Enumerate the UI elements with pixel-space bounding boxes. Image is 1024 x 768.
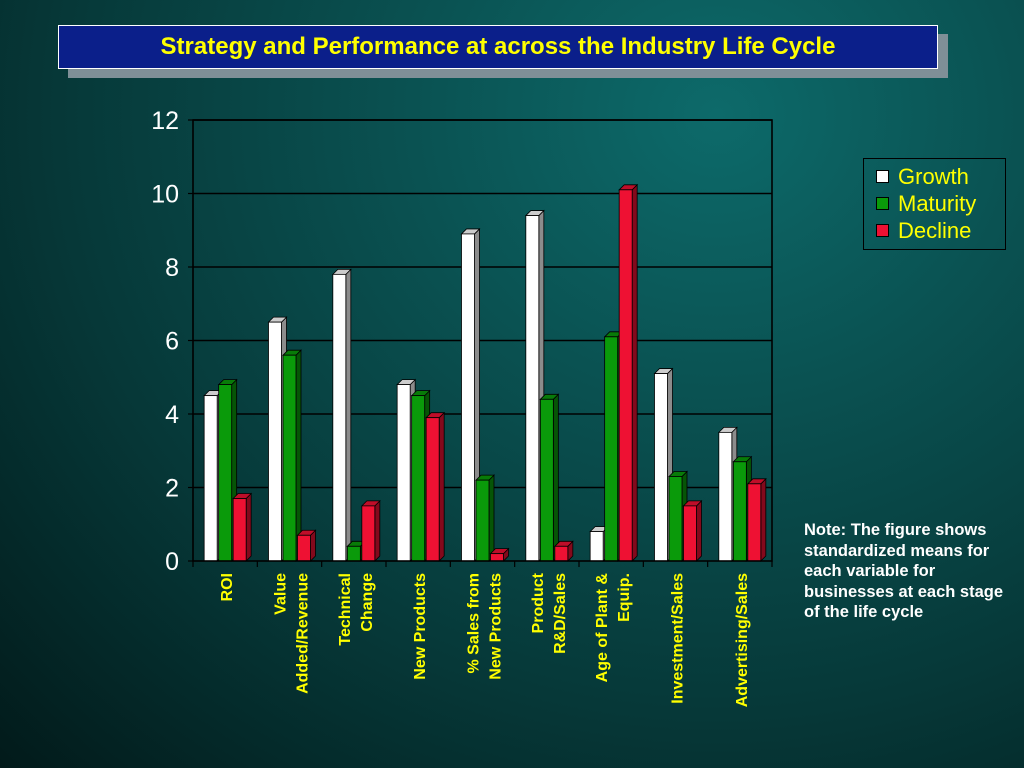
page-title: Strategy and Performance at across the I…	[58, 25, 938, 69]
x-tick-label: % Sales from	[466, 573, 483, 673]
legend-label-decline: Decline	[898, 217, 972, 243]
legend-item-growth: Growth	[876, 163, 1005, 190]
axis-layer	[188, 119, 773, 567]
legend-label-growth: Growth	[898, 163, 969, 189]
label-layer: 0 2 4 6 8 10 12 ROI Value Added/Revenue Technical C…	[151, 107, 751, 707]
bar-decline	[425, 411, 446, 562]
bar-decline	[682, 499, 703, 562]
bar-decline	[296, 529, 317, 562]
x-tick-label: New Products	[488, 573, 505, 680]
y-tick-label: 0	[165, 548, 179, 576]
bar-layer	[203, 183, 767, 562]
y-tick-label: 4	[165, 401, 179, 429]
x-tick-label: Age of Plant &	[594, 573, 611, 683]
x-tick-label: New Products	[412, 573, 429, 680]
bar-decline	[489, 547, 510, 562]
x-tick-label: Added/Revenue	[295, 573, 312, 694]
legend-swatch-decline	[876, 224, 889, 237]
legend-item-maturity: Maturity	[876, 190, 1005, 217]
bar-decline	[232, 492, 253, 562]
bar-maturity	[475, 474, 495, 562]
legend-swatch-growth	[876, 170, 889, 183]
bar-growth	[331, 268, 352, 562]
y-tick-label: 10	[151, 181, 179, 209]
bar-decline	[746, 477, 767, 562]
bar-decline	[618, 183, 639, 562]
x-tick-label: Change	[359, 573, 376, 632]
bar-decline	[553, 540, 574, 562]
y-tick-label: 2	[165, 475, 179, 503]
legend-label-maturity: Maturity	[898, 190, 977, 216]
plot-frame	[192, 119, 773, 562]
x-tick-label: Value	[273, 573, 290, 615]
y-tick-label: 12	[151, 107, 179, 135]
legend-swatch-maturity	[876, 197, 889, 210]
bar-maturity	[282, 349, 302, 562]
x-tick-label: Advertising/Sales	[734, 573, 751, 707]
y-tick-label: 6	[165, 328, 179, 356]
x-tick-label: Product	[530, 572, 547, 633]
legend-item-decline: Decline	[876, 217, 1005, 244]
x-tick-label: Investment/Sales	[670, 573, 687, 704]
bar-maturity	[539, 393, 560, 562]
x-tick-label: Technical	[337, 573, 354, 646]
x-tick-label: Equip.	[616, 573, 633, 622]
y-tick-label: 8	[165, 254, 179, 282]
bar-decline	[360, 499, 381, 562]
x-tick-label: ROI	[219, 573, 236, 601]
x-tick-label: R&D/Sales	[552, 573, 569, 654]
legend: Growth Maturity Decline	[863, 158, 1006, 250]
chart-note: Note: The figure shows standardized mean…	[804, 521, 1004, 621]
